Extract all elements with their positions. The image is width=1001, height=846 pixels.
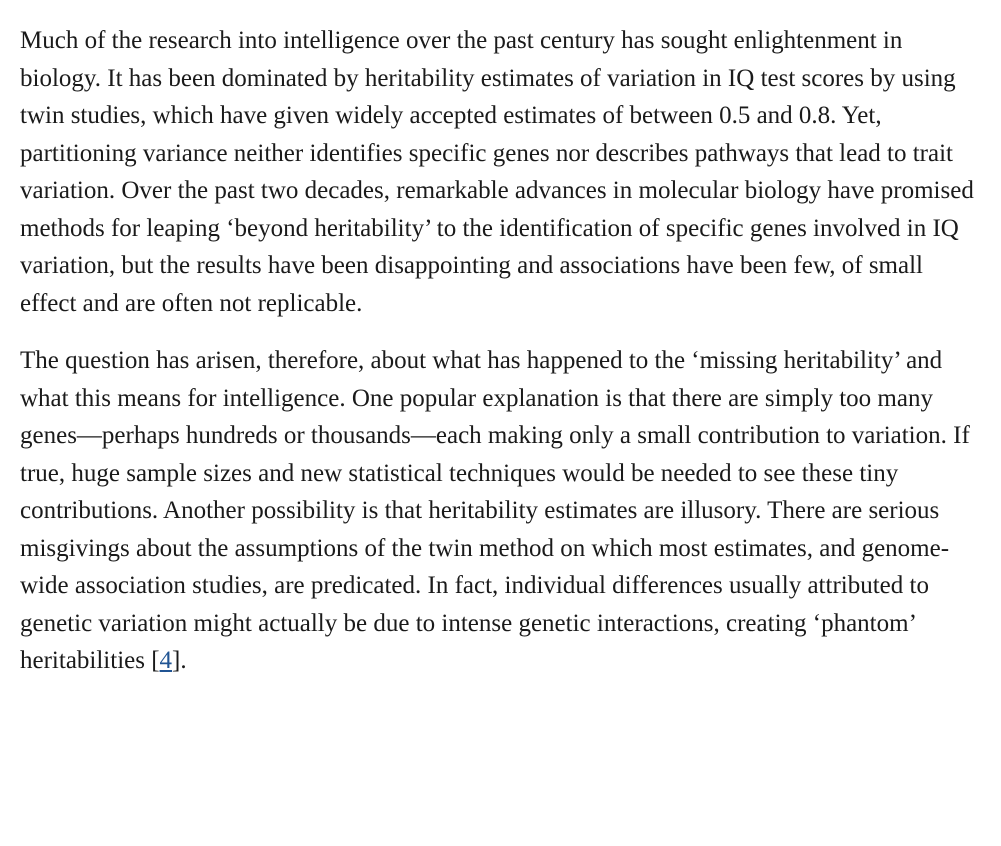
paragraph-text: ]. [172,647,187,674]
body-paragraph: The question has arisen, therefore, abou… [20,342,981,680]
paragraph-text: The question has arisen, therefore, abou… [20,347,970,674]
body-paragraph: Much of the research into intelligence o… [20,22,981,322]
citation-link[interactable]: 4 [160,647,173,674]
